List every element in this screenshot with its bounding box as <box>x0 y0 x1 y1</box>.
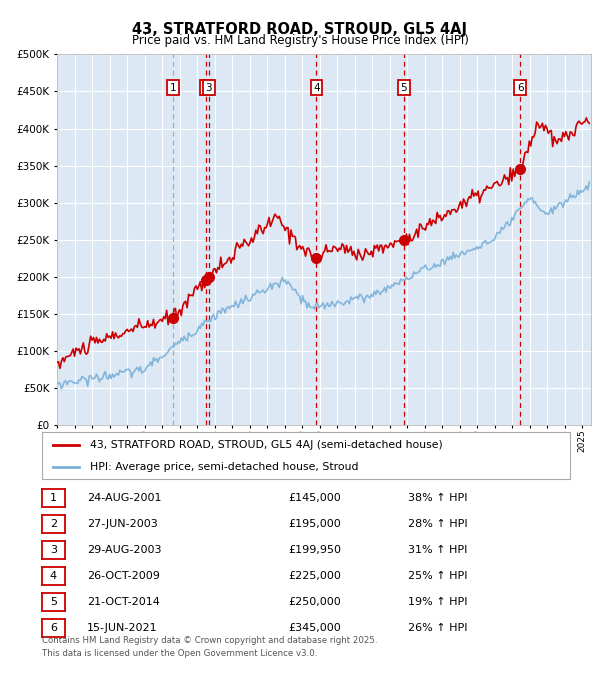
Text: 15-JUN-2021: 15-JUN-2021 <box>87 623 158 633</box>
Text: Contains HM Land Registry data © Crown copyright and database right 2025.: Contains HM Land Registry data © Crown c… <box>42 636 377 645</box>
Text: 5: 5 <box>50 597 57 607</box>
Text: 24-AUG-2001: 24-AUG-2001 <box>87 493 161 503</box>
Text: 38% ↑ HPI: 38% ↑ HPI <box>408 493 467 503</box>
Text: 21-OCT-2014: 21-OCT-2014 <box>87 597 160 607</box>
Text: 43, STRATFORD ROAD, STROUD, GL5 4AJ: 43, STRATFORD ROAD, STROUD, GL5 4AJ <box>133 22 467 37</box>
Text: £195,000: £195,000 <box>288 519 341 529</box>
Text: 28% ↑ HPI: 28% ↑ HPI <box>408 519 467 529</box>
Text: 1: 1 <box>170 83 176 92</box>
Text: 31% ↑ HPI: 31% ↑ HPI <box>408 545 467 555</box>
Text: £345,000: £345,000 <box>288 623 341 633</box>
Text: 2: 2 <box>50 519 57 529</box>
Text: 25% ↑ HPI: 25% ↑ HPI <box>408 571 467 581</box>
Text: 43, STRATFORD ROAD, STROUD, GL5 4AJ (semi-detached house): 43, STRATFORD ROAD, STROUD, GL5 4AJ (sem… <box>89 440 442 449</box>
Text: 26% ↑ HPI: 26% ↑ HPI <box>408 623 467 633</box>
Text: 5: 5 <box>401 83 407 92</box>
Text: £250,000: £250,000 <box>288 597 341 607</box>
Text: 4: 4 <box>313 83 320 92</box>
Text: 6: 6 <box>50 623 57 633</box>
Text: £145,000: £145,000 <box>288 493 341 503</box>
Text: This data is licensed under the Open Government Licence v3.0.: This data is licensed under the Open Gov… <box>42 649 317 658</box>
Text: 4: 4 <box>50 571 57 581</box>
Text: HPI: Average price, semi-detached house, Stroud: HPI: Average price, semi-detached house,… <box>89 462 358 471</box>
Text: 3: 3 <box>205 83 212 92</box>
Text: 2: 2 <box>202 83 209 92</box>
Text: 19% ↑ HPI: 19% ↑ HPI <box>408 597 467 607</box>
Text: Price paid vs. HM Land Registry's House Price Index (HPI): Price paid vs. HM Land Registry's House … <box>131 34 469 47</box>
Text: 6: 6 <box>517 83 524 92</box>
Text: 27-JUN-2003: 27-JUN-2003 <box>87 519 158 529</box>
Text: 3: 3 <box>50 545 57 555</box>
Text: 29-AUG-2003: 29-AUG-2003 <box>87 545 161 555</box>
Text: £225,000: £225,000 <box>288 571 341 581</box>
Text: 1: 1 <box>50 493 57 503</box>
Text: 26-OCT-2009: 26-OCT-2009 <box>87 571 160 581</box>
Text: £199,950: £199,950 <box>288 545 341 555</box>
